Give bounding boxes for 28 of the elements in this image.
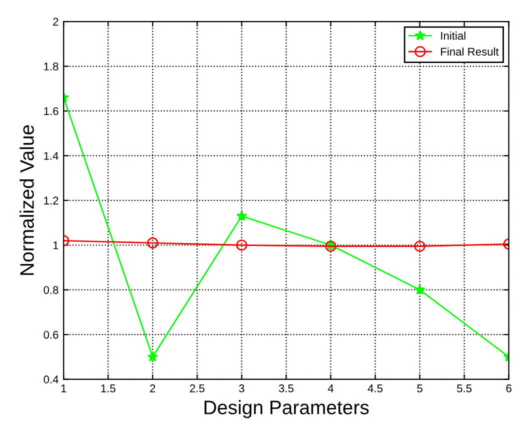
y-tick-label: 1.6 — [44, 107, 58, 116]
x-tick-label: 6 — [506, 384, 512, 392]
x-tick-label: 3.5 — [278, 384, 294, 392]
x-tick-label: 4 — [328, 384, 334, 392]
y-tick-label: 2 — [53, 18, 58, 26]
x-tick-label: 2.5 — [190, 384, 204, 392]
y-tick-label: 1 — [53, 242, 58, 250]
x-tick-label: 3 — [239, 384, 244, 392]
legend-label: Initial — [441, 32, 466, 40]
y-tick-label: 1.2 — [44, 196, 58, 204]
point — [236, 210, 247, 221]
y-axis-title: Normalized Value — [20, 125, 34, 275]
y-tick-label: 0.4 — [44, 376, 58, 384]
y-tick-label: 0.6 — [44, 330, 58, 339]
x-tick-label: 2 — [150, 384, 156, 392]
point — [147, 351, 158, 362]
x-tick-label: 1 — [61, 384, 66, 392]
legend-label: Final Result — [441, 47, 499, 56]
point — [236, 240, 248, 251]
y-tick-label: 1.4 — [44, 152, 58, 160]
x-tick-label: 5 — [417, 384, 422, 392]
x-axis-title: Design Parameters — [204, 400, 369, 418]
y-tick-label: 1.8 — [44, 62, 58, 70]
y-tick-label: 0.8 — [44, 286, 58, 294]
x-tick-label: 5.5 — [457, 384, 472, 392]
x-tick-label: 4.5 — [368, 384, 382, 392]
x-tick-label: 1.5 — [101, 384, 116, 392]
point — [147, 237, 158, 248]
